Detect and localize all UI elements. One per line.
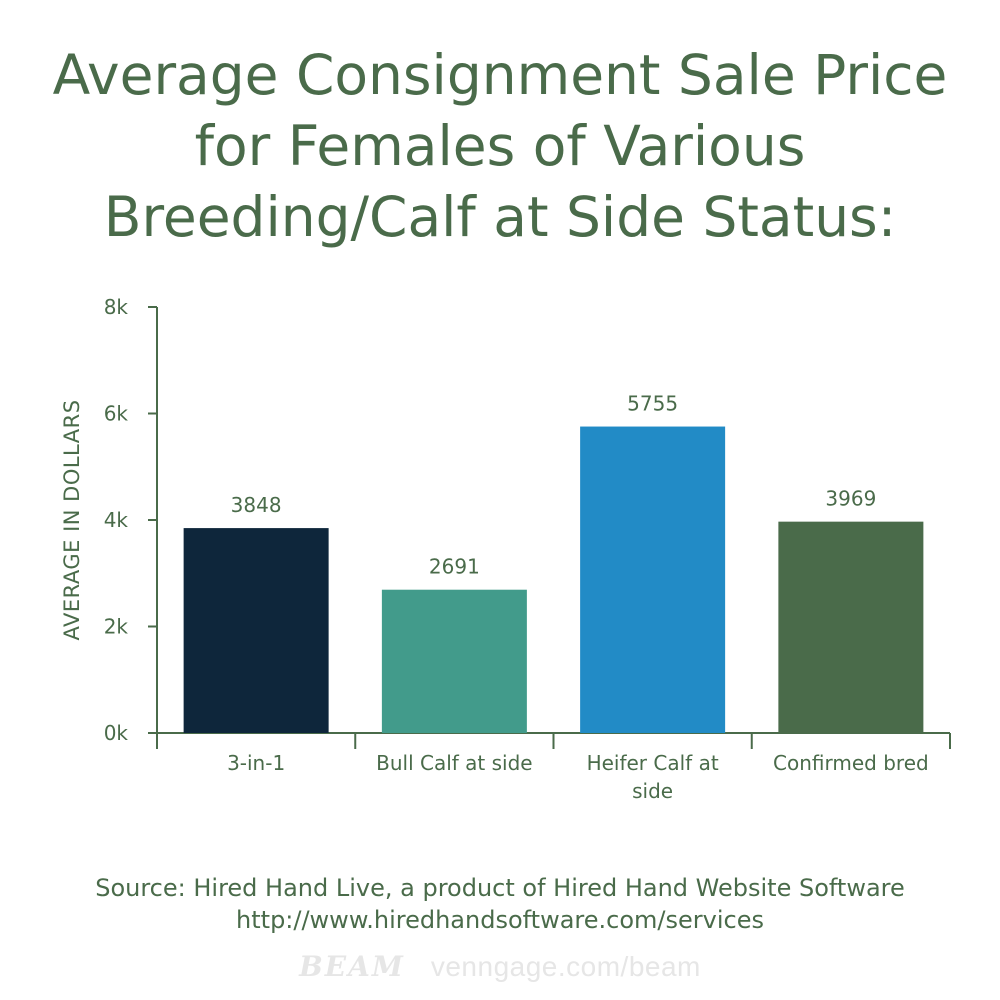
source-line-1: Source: Hired Hand Live, a product of Hi… [95,874,905,902]
bar-value-label: 5755 [627,392,678,416]
watermark-footer: BEAM venngage.com/beam [0,950,1000,983]
x-tick-label: Heifer Calf at side [587,751,719,803]
y-tick-label: 8k [104,295,129,319]
watermark-url: venngage.com/beam [430,951,701,982]
x-tick-label: Bull Calf at side [376,751,532,775]
chart-title: Average Consignment Sale Price for Femal… [0,40,1000,253]
x-tick-label-line: Heifer Calf at [587,751,719,775]
y-tick-label: 2k [104,615,129,639]
title-line-3: Breeding/Calf at Side Status: [103,185,897,249]
x-tick-label-line: Bull Calf at side [376,751,532,775]
bar [778,521,924,733]
bar-value-label: 2691 [429,555,480,579]
bar [580,426,726,733]
watermark-logo: BEAM [299,950,405,983]
y-tick-label: 4k [104,508,129,532]
bar-value-label: 3969 [825,487,876,511]
x-tick-label: Confirmed bred [773,751,929,775]
source-note: Source: Hired Hand Live, a product of Hi… [0,872,1000,936]
bar-value-label: 3848 [231,493,282,517]
bar-chart: 0k 2k 4k 6k 8k AVERAGE IN DOLLARS 3848 3-in-1 26… [60,295,951,803]
title-line-2: for Females of Various [194,114,806,178]
x-tick-label-line: Confirmed bred [773,751,929,775]
bar [183,528,329,733]
y-tick-label: 0k [104,721,129,745]
title-line-1: Average Consignment Sale Price [52,43,948,107]
x-tick-label-line: 3-in-1 [227,751,285,775]
y-tick-label: 6k [104,402,129,426]
y-axis-title: AVERAGE IN DOLLARS [60,399,84,640]
x-tick-label-line: side [632,779,673,803]
x-tick-label: 3-in-1 [227,751,285,775]
bar [381,589,527,733]
source-url: http://www.hiredhandsoftware.com/service… [236,906,764,934]
